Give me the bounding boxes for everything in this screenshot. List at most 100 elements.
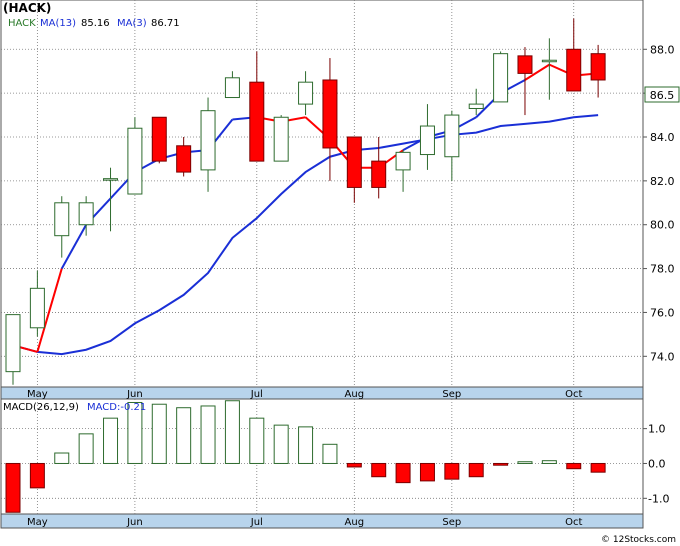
macd-bar-negative xyxy=(468,462,484,478)
macd-bar-negative xyxy=(395,462,411,484)
legend-ma13-value: 85.16 xyxy=(81,18,110,29)
candle xyxy=(371,137,387,199)
price-x-tick-label: Aug xyxy=(345,389,365,400)
price-x-tick-label: May xyxy=(27,389,48,400)
macd-x-tick-labels: May Jun Jul Aug Sep Oct xyxy=(27,517,582,528)
candle xyxy=(566,18,582,92)
candle-body-up xyxy=(5,314,21,373)
candle xyxy=(468,88,484,116)
macd-bar-positive xyxy=(224,400,240,464)
candle-body-down xyxy=(151,116,167,162)
candle xyxy=(395,150,411,192)
candle xyxy=(200,97,216,192)
candle-body-up xyxy=(54,202,70,237)
ma3-line-segment xyxy=(36,268,63,353)
legend-ma13-label: MA(13) xyxy=(40,18,76,29)
ma3-line-segment xyxy=(60,224,88,270)
macd-bar-negative xyxy=(346,462,362,468)
last-price-value: 86.5 xyxy=(650,89,675,102)
candle-body-down xyxy=(371,160,387,188)
candle xyxy=(517,47,533,116)
macd-bar-positive xyxy=(273,424,289,464)
macd-bar-negative xyxy=(371,462,387,478)
candle-body-up xyxy=(103,178,119,181)
price-x-tick-label: Jul xyxy=(250,389,263,400)
candle xyxy=(151,116,167,164)
candle-body-down xyxy=(322,79,338,149)
macd-bar-negative xyxy=(5,462,21,513)
candle xyxy=(322,58,338,181)
price-y-tick-label: 78.0 xyxy=(650,263,675,276)
price-panel-frame xyxy=(0,0,644,388)
candle xyxy=(541,38,557,100)
ticker-label: (HACK) xyxy=(3,1,51,15)
candle xyxy=(103,167,119,232)
candle-body-up xyxy=(493,53,509,103)
candle-body-up xyxy=(127,127,143,195)
candle-body-up xyxy=(468,103,484,109)
macd-bar-negative xyxy=(29,462,45,489)
candle-body-up xyxy=(298,81,314,105)
macd-y-tick-label: 1.0 xyxy=(648,423,666,436)
candle xyxy=(249,51,265,162)
candle xyxy=(78,196,94,236)
macd-bar-negative xyxy=(419,462,435,482)
candle-body-down xyxy=(249,81,265,162)
candle-body-up xyxy=(224,77,240,99)
candlestick-series xyxy=(5,18,606,385)
macd-histogram xyxy=(5,400,606,513)
candle-body-down xyxy=(590,53,606,81)
last-price-tag: 86.5 xyxy=(644,86,680,103)
price-y-tick-label: 80.0 xyxy=(650,219,675,232)
candle-body-up xyxy=(273,116,289,162)
candle-body-down xyxy=(346,136,362,188)
legend-symbol: HACK xyxy=(8,18,36,29)
candle xyxy=(127,117,143,195)
candle xyxy=(29,270,45,337)
macd-x-tick-label: Jun xyxy=(126,517,143,528)
price-y-tick-label: 88.0 xyxy=(650,43,675,56)
price-y-tick-label: 84.0 xyxy=(650,131,675,144)
macd-x-tick-label: Sep xyxy=(442,517,461,528)
price-x-tick-label: Sep xyxy=(442,389,461,400)
legend-ma3-label: MA(3) xyxy=(117,18,147,29)
macd-bar-negative xyxy=(493,462,509,466)
candle xyxy=(346,136,362,203)
candle-body-down xyxy=(176,145,192,173)
ma3-line-segment xyxy=(524,63,550,81)
price-x-tick-label: Jun xyxy=(126,389,143,400)
macd-bar-positive xyxy=(176,407,192,464)
candle xyxy=(273,115,289,162)
legend-ma3-value: 86.71 xyxy=(151,18,180,29)
macd-y-tick-label: 0.0 xyxy=(648,457,666,470)
candle xyxy=(54,196,70,258)
candle-body-up xyxy=(200,110,216,171)
price-y-tick-label: 82.0 xyxy=(650,175,675,188)
macd-bar-positive xyxy=(249,417,265,464)
macd-bar-positive xyxy=(200,405,216,464)
macd-x-tick-label: Oct xyxy=(565,517,582,528)
macd-bar-positive xyxy=(517,461,533,464)
macd-bar-positive xyxy=(78,433,94,464)
price-legend: HACK MA(13) 85.16 MA(3) 86.71 xyxy=(8,18,180,29)
macd-x-tick-label: Aug xyxy=(345,517,365,528)
macd-title: MACD(26,12,9) xyxy=(3,402,79,413)
ma13-line xyxy=(12,114,599,356)
candle xyxy=(298,71,314,116)
macd-bar-positive xyxy=(103,417,119,464)
candle xyxy=(5,314,21,385)
macd-legend: MACD(26,12,9) MACD:-0.21 xyxy=(3,402,146,413)
candle xyxy=(176,137,192,177)
macd-bar-positive xyxy=(541,460,557,464)
candle xyxy=(444,110,460,181)
price-gridlines xyxy=(1,0,643,387)
macd-bar-positive xyxy=(54,452,70,464)
macd-panel-frame xyxy=(0,398,644,515)
macd-bar-negative xyxy=(590,462,606,473)
macd-bar-negative xyxy=(566,462,582,470)
candle xyxy=(419,104,435,170)
candle xyxy=(590,44,606,98)
watermark: © 12Stocks.com xyxy=(601,535,676,545)
macd-bar-positive xyxy=(322,443,338,464)
